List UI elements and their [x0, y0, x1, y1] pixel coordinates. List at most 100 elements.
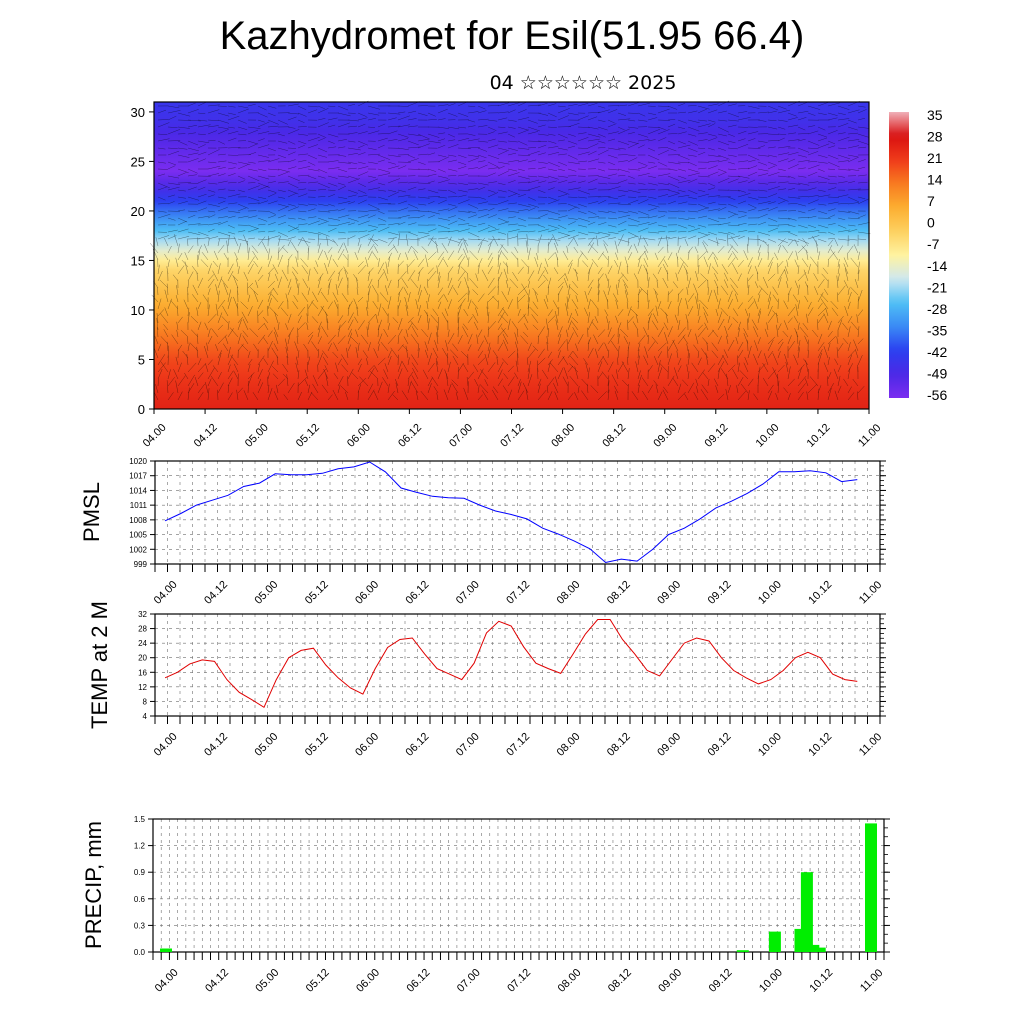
wind-vector: [627, 132, 635, 135]
wind-vector: [357, 189, 367, 194]
wind-vector: [617, 154, 628, 156]
wind-vector: [667, 123, 676, 128]
wind-vector: [657, 108, 670, 114]
wind-vector: [297, 166, 311, 170]
wind-vector: [797, 154, 807, 158]
wind-vector: [532, 301, 539, 310]
wind-vector: [446, 353, 449, 366]
wind-vector: [597, 329, 606, 338]
wind-vector: [427, 119, 437, 121]
x-tick-label: 08.00: [555, 731, 583, 759]
wind-vector: [627, 316, 634, 324]
wind-vector: [427, 215, 435, 219]
wind-vector: [297, 126, 307, 128]
wind-vector: [707, 147, 715, 151]
wind-vector: [427, 228, 437, 233]
wind-vector: [687, 382, 695, 394]
wind-vector: [757, 154, 770, 157]
wind-vector: [217, 200, 226, 205]
wind-vector: [497, 165, 505, 170]
wind-vector: [377, 226, 390, 233]
wind-vector: [777, 119, 788, 122]
wind-vector: [407, 371, 414, 380]
wind-vector: [767, 350, 774, 359]
wind-vector: [217, 263, 221, 275]
wind-vector: [767, 161, 778, 166]
wind-vector: [204, 322, 209, 331]
wind-vector: [667, 182, 680, 189]
wind-vector: [437, 154, 447, 158]
wind-vector: [657, 147, 669, 149]
wind-vector: [717, 203, 727, 206]
wind-vector: [467, 111, 479, 114]
wind-vector: [517, 379, 521, 387]
wind-vector: [610, 340, 619, 352]
wind-vector: [529, 306, 539, 317]
wind-vector: [647, 317, 650, 331]
wind-vector: [197, 151, 207, 156]
y-tick-label: 1008: [129, 516, 147, 525]
wind-vector: [157, 173, 166, 177]
wind-vector: [547, 361, 551, 373]
wind-vector: [166, 283, 169, 296]
wind-vector: [267, 222, 276, 226]
wind-vector: [567, 332, 574, 345]
wind-vector: [774, 252, 779, 261]
wind-vector: [747, 105, 760, 109]
wind-vector: [477, 357, 486, 366]
wind-vector: [287, 166, 297, 170]
wind-vector: [737, 355, 739, 366]
x-tick-label: 05.00: [243, 422, 271, 450]
wind-vector: [237, 316, 243, 324]
wind-vector: [157, 235, 170, 240]
wind-vector: [567, 294, 571, 303]
wind-vector: [184, 252, 189, 261]
wind-vector: [547, 238, 561, 241]
wind-vector: [374, 365, 379, 373]
wind-vector: [187, 182, 199, 184]
wind-vector: [677, 126, 686, 130]
wind-vector: [427, 318, 430, 331]
wind-vector: [767, 297, 772, 310]
wind-vector: [357, 230, 368, 233]
wind-vector: [287, 103, 299, 107]
wind-vector: [667, 301, 672, 310]
wind-vector: [186, 353, 189, 366]
precip-bar: [813, 947, 826, 952]
wind-vector: [547, 119, 556, 121]
wind-vector: [417, 214, 425, 219]
wind-vector: [477, 394, 483, 401]
wind-vector: [697, 327, 706, 338]
wind-vector: [427, 201, 435, 205]
wind-vector: [177, 168, 189, 174]
wind-vector: [707, 182, 716, 187]
wind-vector: [327, 227, 337, 233]
wind-vector: [607, 334, 615, 345]
wind-vector: [607, 380, 610, 394]
wind-vector: [227, 202, 238, 205]
wind-vector: [477, 125, 488, 128]
wind-vector: [797, 159, 810, 163]
wind-vector: [772, 294, 779, 303]
y-tick-label: 1.2: [134, 842, 146, 851]
wind-vector: [167, 165, 176, 170]
wind-vector: [667, 175, 680, 181]
wind-vector: [273, 343, 279, 352]
wind-vector: [565, 303, 569, 317]
wind-vector: [527, 119, 538, 124]
wind-vector: [247, 185, 260, 191]
wind-vector: [407, 186, 417, 191]
wind-vector: [657, 236, 663, 247]
wind-vector: [797, 272, 807, 282]
wind-vector: [657, 391, 663, 401]
wind-vector: [477, 227, 490, 233]
wind-vector: [405, 329, 409, 338]
wind-vector: [327, 160, 339, 163]
wind-vector: [233, 276, 239, 289]
wind-vector: [257, 274, 264, 282]
wind-vector: [287, 175, 300, 182]
wind-vector: [834, 239, 839, 247]
wind-vector: [677, 245, 681, 254]
wind-vector: [207, 139, 216, 142]
